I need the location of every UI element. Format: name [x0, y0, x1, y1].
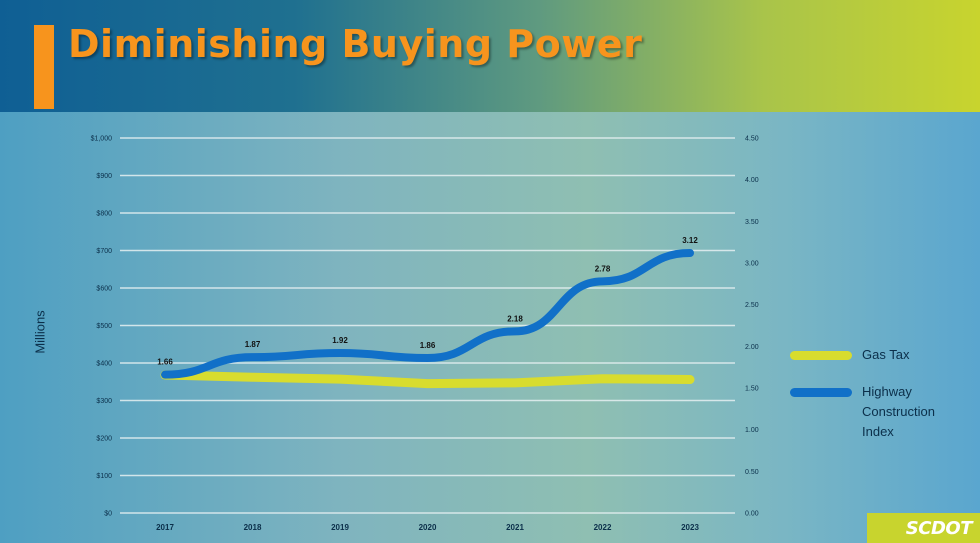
y-tick-left: $900	[96, 173, 112, 180]
scdot-logo: SCDOT	[867, 513, 980, 543]
legend-label-gas-tax: Gas Tax	[862, 347, 910, 362]
y-tick-left: $1,000	[91, 136, 113, 143]
data-label-highway-index: 3.12	[682, 236, 698, 245]
y-tick-right: 4.00	[745, 177, 759, 184]
x-tick: 2022	[594, 523, 612, 532]
x-tick: 2021	[506, 523, 524, 532]
y-tick-left: $500	[96, 323, 112, 330]
y-tick-left: $300	[96, 398, 112, 405]
y-tick-left: $400	[96, 361, 112, 368]
x-tick: 2019	[331, 523, 349, 532]
logo-text: SCDOT	[905, 518, 973, 539]
data-label-highway-index: 1.66	[157, 358, 173, 367]
y-tick-right: 3.00	[745, 261, 759, 268]
y-tick-left: $800	[96, 211, 112, 218]
y-tick-left: $600	[96, 286, 112, 293]
x-tick: 2017	[156, 523, 174, 532]
y-tick-right: 1.00	[745, 427, 759, 434]
y-tick-right: 4.50	[745, 136, 759, 143]
x-tick: 2023	[681, 523, 699, 532]
y-tick-right: 2.50	[745, 302, 759, 309]
header-banner	[0, 0, 980, 112]
legend-item-highway-index: Highway Construction Index	[790, 382, 962, 442]
legend-label-highway-index: Highway Construction Index	[862, 384, 935, 439]
legend-swatch-gas-tax	[790, 351, 852, 360]
y-tick-left: $100	[96, 473, 112, 480]
data-label-highway-index: 1.92	[332, 336, 348, 345]
legend-item-gas-tax: Gas Tax	[790, 345, 962, 365]
y-tick-right: 3.50	[745, 219, 759, 226]
y-tick-right: 2.00	[745, 344, 759, 351]
y-tick-right: 1.50	[745, 386, 759, 393]
x-tick: 2020	[419, 523, 437, 532]
y-tick-left: $0	[104, 511, 112, 518]
data-label-highway-index: 2.18	[507, 314, 523, 323]
data-label-highway-index: 2.78	[595, 264, 611, 273]
data-label-highway-index: 1.86	[420, 341, 436, 350]
y-tick-right: 0.50	[745, 469, 759, 476]
y-tick-left: $700	[96, 248, 112, 255]
slide-title: Diminishing Buying Power	[68, 22, 643, 66]
title-accent-bar	[34, 25, 54, 109]
y-tick-right: 0.00	[745, 511, 759, 518]
x-tick: 2018	[244, 523, 262, 532]
data-label-highway-index: 1.87	[245, 340, 261, 349]
legend-swatch-highway-index	[790, 388, 852, 397]
series-line-highway-index	[161, 249, 694, 379]
y-tick-left: $200	[96, 436, 112, 443]
series-line-gas-tax	[160, 370, 695, 389]
